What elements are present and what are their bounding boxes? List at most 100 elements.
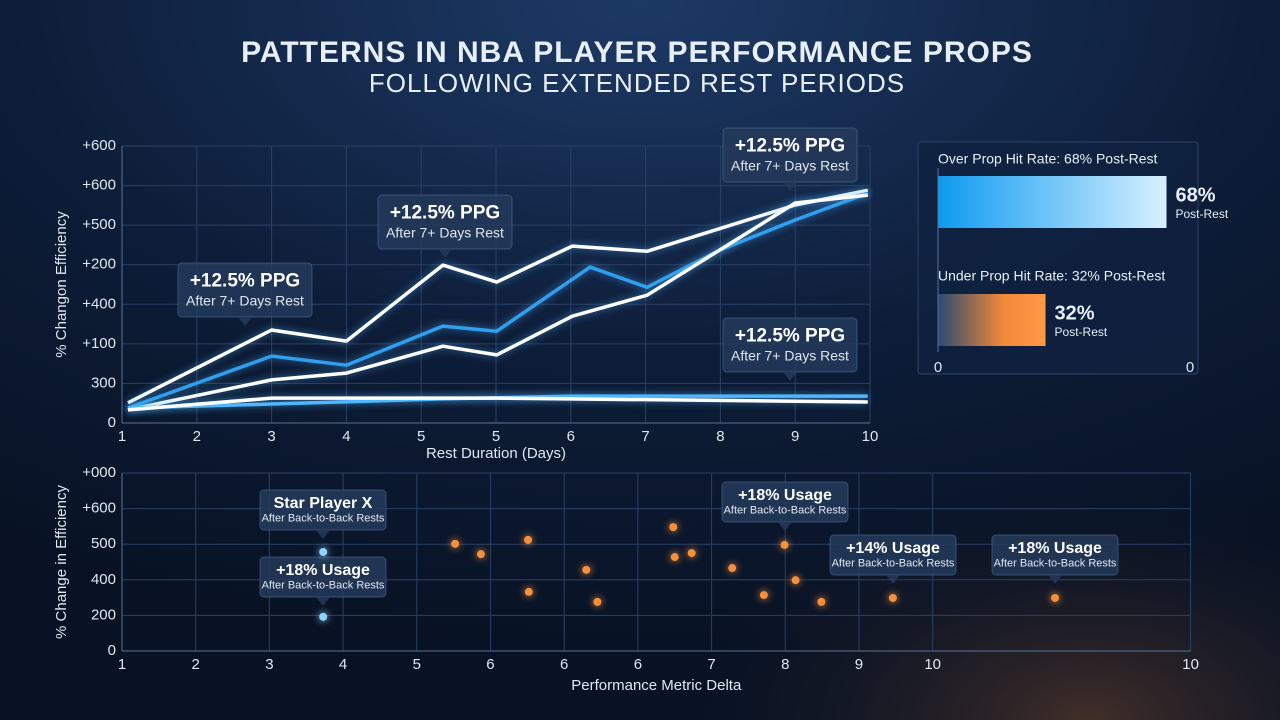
subtitle: FOLLOWING EXTENDED REST PERIODS <box>369 68 905 98</box>
callout-subtitle: After Back-to-Back Rests <box>262 513 385 525</box>
x-axis-title: Rest Duration (Days) <box>426 445 566 462</box>
callout-subtitle: After Back-to-Back Rests <box>994 558 1117 570</box>
callout-subtitle: After 7+ Days Rest <box>731 348 849 364</box>
callout-title: +14% Usage <box>846 540 940 557</box>
scatter-point <box>759 591 768 600</box>
bar-value-label: 32% <box>1055 302 1095 324</box>
x-tick-label: 4 <box>339 656 347 673</box>
x-tick-label: 8 <box>716 428 724 445</box>
y-tick-label: +600 <box>82 500 116 517</box>
x-tick-label: 3 <box>265 656 273 673</box>
callout-title: +12.5% PPG <box>735 325 845 346</box>
callout-title: +18% Usage <box>1008 540 1102 557</box>
y-tick-label: 0 <box>108 414 116 431</box>
scatter-point <box>524 535 533 544</box>
x-tick-label: 6 <box>567 428 575 445</box>
line-series <box>127 188 869 405</box>
callout-subtitle: After Back-to-Back Rests <box>832 558 955 570</box>
y-tick-label: 500 <box>91 535 116 552</box>
callout-pointer <box>783 372 797 381</box>
y-tick-label: 400 <box>91 571 116 588</box>
bar <box>938 176 1167 228</box>
x-tick-label: 2 <box>192 656 200 673</box>
callout-subtitle: After 7+ Days Rest <box>731 158 849 174</box>
y-tick-label: +600 <box>82 137 116 154</box>
bar-value-label: 68% <box>1175 184 1215 206</box>
scatter-point <box>319 612 328 621</box>
bar <box>938 294 1046 346</box>
bar-category-label: Over Prop Hit Rate: 68% Post-Rest <box>938 151 1158 167</box>
x-tick-label: 9 <box>791 428 799 445</box>
x-tick-label: 6 <box>634 656 642 673</box>
callout-pointer <box>886 575 900 584</box>
line-series <box>127 193 868 412</box>
scatter-point <box>669 523 678 532</box>
x-tick-label: 5 <box>492 428 500 445</box>
x-tick-label: 4 <box>342 428 350 445</box>
callout-subtitle: After Back-to-Back Rests <box>262 580 385 592</box>
y-tick-label: +600 <box>82 177 116 194</box>
x-tick-label: 1 <box>118 656 126 673</box>
scatter-point <box>791 576 800 585</box>
callout-title: +12.5% PPG <box>390 202 500 223</box>
callout-title: +18% Usage <box>738 487 832 504</box>
x-tick-label: 0 <box>934 359 942 376</box>
y-tick-label: 0 <box>108 642 116 659</box>
y-tick-label: +500 <box>82 216 116 233</box>
scatter-point <box>687 549 696 558</box>
x-tick-label: 10 <box>1182 656 1199 673</box>
scatter-point <box>476 550 485 559</box>
x-axis-title: Performance Metric Delta <box>571 677 742 694</box>
scatter-point <box>780 540 789 549</box>
callout-pointer <box>1048 575 1062 584</box>
x-tick-label: 10 <box>924 656 941 673</box>
scatter-point <box>593 597 602 606</box>
callout-subtitle: After 7+ Days Rest <box>186 293 304 309</box>
callout-subtitle: After 7+ Days Rest <box>386 225 504 241</box>
scatter-point <box>670 553 679 562</box>
x-tick-label: 5 <box>417 428 425 445</box>
callout-pointer <box>316 530 330 539</box>
scatter-point <box>582 565 591 574</box>
y-tick-label: +100 <box>82 335 116 352</box>
callout-title: +12.5% PPG <box>735 135 845 156</box>
scatter-point <box>728 564 737 573</box>
bar-category-label: Under Prop Hit Rate: 32% Post-Rest <box>938 268 1165 284</box>
callout-pointer <box>238 317 252 326</box>
x-tick-label: 3 <box>267 428 275 445</box>
line-series <box>127 191 869 410</box>
y-tick-label: +200 <box>82 256 116 273</box>
y-tick-label: +000 <box>82 464 116 481</box>
x-tick-label: 6 <box>486 656 494 673</box>
callout-title: +12.5% PPG <box>190 270 300 291</box>
callout-subtitle: After Back-to-Back Rests <box>724 505 847 517</box>
callout-pointer <box>438 249 452 258</box>
scatter-point <box>319 548 328 557</box>
scatter-point <box>817 597 826 606</box>
x-tick-label: 0 <box>1186 359 1194 376</box>
callout-pointer <box>783 182 797 191</box>
title: PATTERNS IN NBA PLAYER PERFORMANCE PROPS <box>241 36 1033 69</box>
callout-pointer <box>316 597 330 606</box>
x-tick-label: 2 <box>193 428 201 445</box>
bar-value-note: Post-Rest <box>1055 325 1108 339</box>
y-tick-label: 200 <box>91 606 116 623</box>
x-tick-label: 5 <box>413 656 421 673</box>
scatter-point <box>524 587 533 596</box>
callout-title: +18% Usage <box>276 562 370 579</box>
x-tick-label: 8 <box>781 656 789 673</box>
x-tick-label: 6 <box>560 656 568 673</box>
callout-title: Star Player X <box>274 495 373 512</box>
bar-value-note: Post-Rest <box>1175 207 1228 221</box>
x-tick-label: 9 <box>855 656 863 673</box>
scatter-point <box>1050 593 1059 602</box>
x-tick-label: 7 <box>707 656 715 673</box>
line-series <box>127 396 868 412</box>
y-tick-label: 300 <box>91 374 116 391</box>
x-tick-label: 1 <box>118 428 126 445</box>
y-axis-title: % Changon Efficiency <box>53 211 70 358</box>
y-tick-label: +400 <box>82 295 116 312</box>
scatter-point <box>451 539 460 548</box>
y-axis-title: % Change in Efficiency <box>53 485 70 639</box>
